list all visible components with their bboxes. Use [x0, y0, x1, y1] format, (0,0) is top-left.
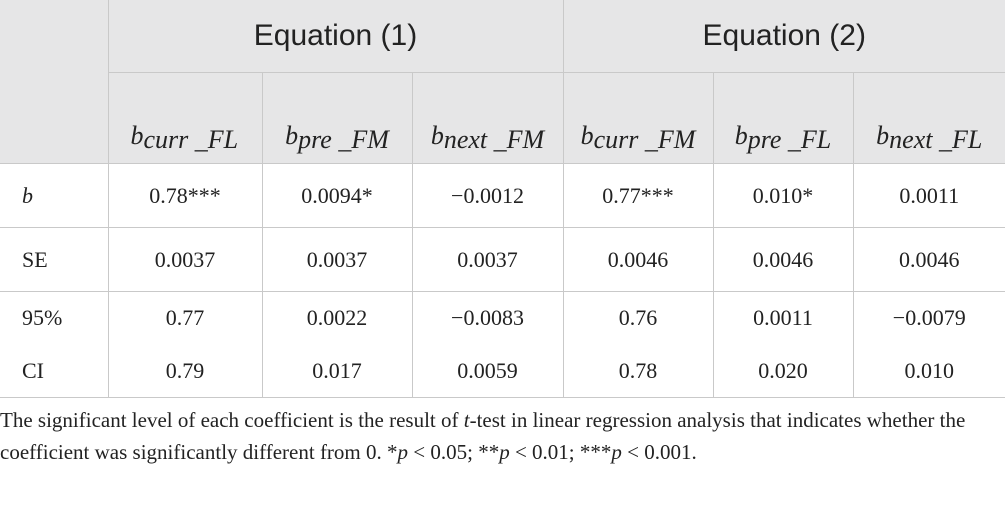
row-label-text: b	[22, 182, 33, 208]
footnote-segment: p	[499, 440, 510, 464]
cell: 0.0022	[261, 291, 413, 345]
data-row: 95% 0.77 0.0022 −0.0083 0.76 0.0011 −0.0079	[0, 291, 1005, 345]
cell: 0.010	[852, 344, 1005, 398]
cell: 0.77***	[562, 163, 714, 228]
footnote: The significant level of each coefficien…	[0, 404, 1005, 468]
footnote-segment: t	[463, 408, 470, 432]
row-label-text: 95%	[22, 305, 63, 331]
column-header: bpre _FM	[261, 72, 413, 164]
footnote-segment: < 0.001.	[621, 440, 697, 464]
symbol-subscript: next _FL	[889, 125, 983, 154]
row-label: CI	[0, 344, 109, 398]
cell: 0.0011	[852, 163, 1005, 228]
results-table: Equation (1) Equation (2) bcurr _FL bpre _F…	[0, 0, 1005, 398]
cell: −0.0012	[411, 163, 564, 228]
symbol: bcurr _FM	[580, 121, 696, 154]
cell: 0.78***	[107, 163, 263, 228]
symbol-base: b	[430, 121, 444, 150]
symbol-base: b	[734, 121, 748, 150]
symbol: bcurr _FL	[130, 121, 239, 154]
column-header: bcurr _FM	[562, 72, 714, 164]
symbol-base: b	[285, 121, 299, 150]
column-header: bpre _FL	[712, 72, 854, 164]
data-row: CI 0.79 0.017 0.0059 0.78 0.020 0.010	[0, 344, 1005, 398]
symbol-base: b	[580, 121, 594, 150]
column-header: bnext _FM	[411, 72, 564, 164]
cell: 0.0037	[261, 227, 413, 292]
symbol: bnext _FL	[876, 121, 982, 154]
column-row: bcurr _FL bpre _FM bnext _FM bcurr _FM bpre …	[0, 72, 1005, 164]
cell: 0.0046	[562, 227, 714, 292]
table-body: b 0.78*** 0.0094* −0.0012 0.77*** 0.010* 0.001…	[0, 163, 1005, 398]
symbol-subscript: pre _FM	[298, 125, 389, 154]
cell: 0.77	[107, 291, 263, 345]
cell: 0.0011	[712, 291, 854, 345]
cell: 0.0059	[411, 344, 564, 398]
cell: 0.79	[107, 344, 263, 398]
symbol: bpre _FM	[285, 121, 389, 154]
data-row: b 0.78*** 0.0094* −0.0012 0.77*** 0.010* 0.001…	[0, 163, 1005, 228]
cell: 0.78	[562, 344, 714, 398]
footnote-segment: -test in linear regression analysis that…	[0, 408, 966, 464]
group-header: Equation (1)	[107, 0, 564, 73]
cell: 0.0037	[411, 227, 564, 292]
symbol: bpre _FL	[734, 121, 832, 154]
footnote-segment: < 0.01; ***	[509, 440, 612, 464]
row-label-text: SE	[22, 246, 48, 272]
cell: 0.020	[712, 344, 854, 398]
row-label: 95%	[0, 291, 109, 345]
footnote-segment: The significant level of each coefficien…	[0, 408, 464, 432]
cell: 0.76	[562, 291, 714, 345]
column-header: bnext _FL	[852, 72, 1005, 164]
table-header: Equation (1) Equation (2) bcurr _FL bpre _F…	[0, 0, 1005, 164]
cell: 0.0037	[107, 227, 263, 292]
row-label: SE	[0, 227, 109, 292]
group-header: Equation (2)	[562, 0, 1005, 73]
column-header: bcurr _FL	[108, 72, 263, 164]
symbol-subscript: pre _FL	[747, 125, 832, 154]
symbol-subscript: next _FM	[443, 125, 545, 154]
cell: 0.017	[261, 344, 413, 398]
row-label-text: CI	[22, 357, 44, 383]
cell: 0.0046	[712, 227, 854, 292]
data-row: SE 0.0037 0.0037 0.0037 0.0046 0.0046 0.0046	[0, 227, 1005, 292]
symbol: bnext _FM	[430, 121, 544, 154]
symbol-subscript: curr _FM	[593, 125, 696, 154]
corner-cell	[0, 0, 109, 164]
cell: −0.0083	[411, 291, 564, 345]
footnote-segment: p	[397, 440, 409, 464]
footnote-segment: p	[611, 440, 622, 464]
footnote-segment: < 0.05; **	[408, 440, 500, 464]
row-label: b	[0, 163, 109, 228]
cell: 0.0046	[852, 227, 1005, 292]
cell: 0.010*	[712, 163, 854, 228]
symbol-base: b	[130, 121, 144, 150]
group-row: Equation (1) Equation (2)	[0, 0, 1005, 164]
symbol-subscript: curr _FL	[143, 125, 239, 154]
symbol-base: b	[876, 121, 890, 150]
cell: 0.0094*	[261, 163, 413, 228]
cell: −0.0079	[852, 291, 1005, 345]
